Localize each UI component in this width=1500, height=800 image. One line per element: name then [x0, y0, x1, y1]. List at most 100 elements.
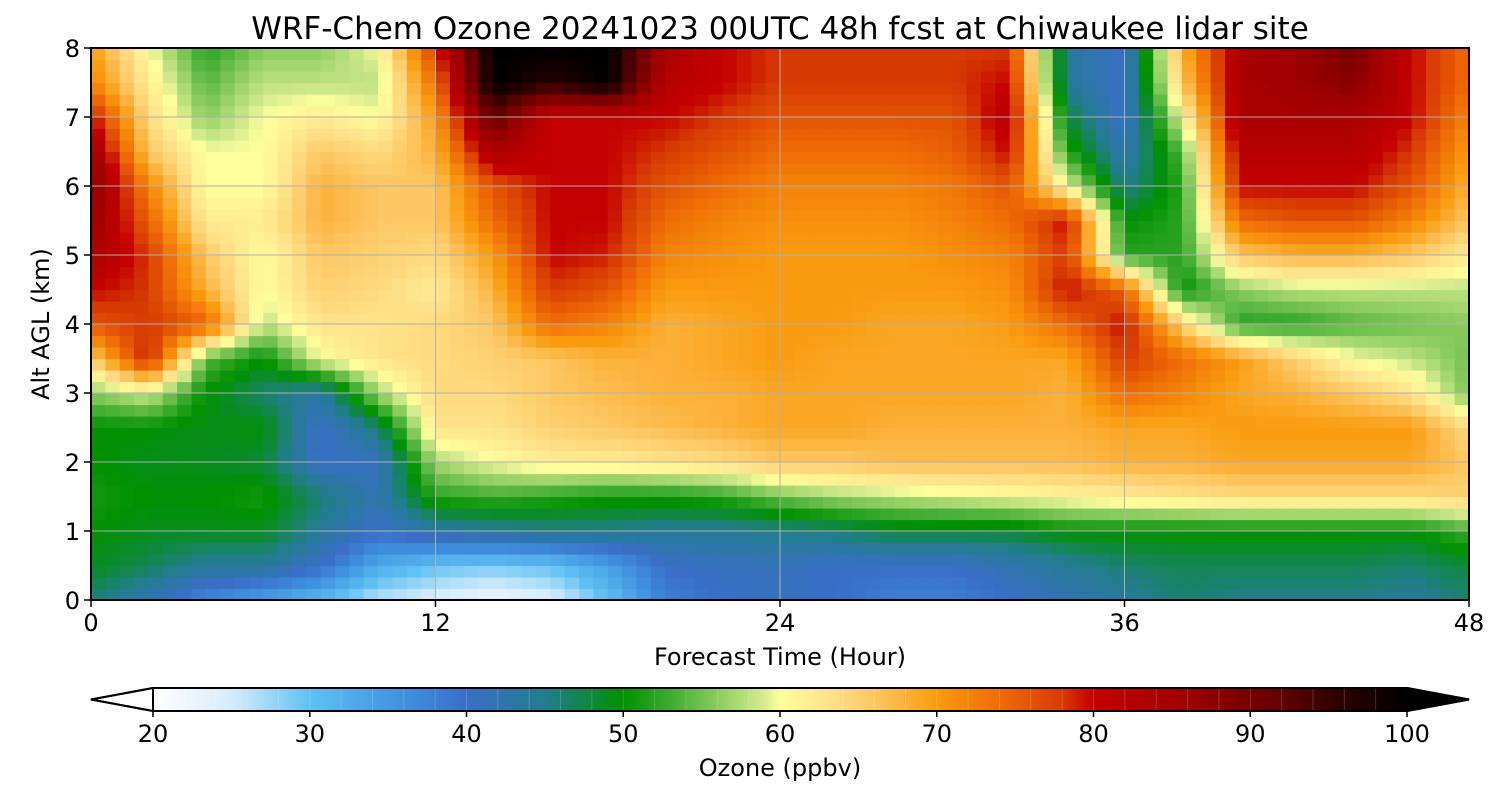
heatmap-cell	[550, 439, 566, 452]
heatmap-cell	[464, 404, 480, 417]
heatmap-cell	[880, 485, 896, 498]
heatmap-cell	[780, 289, 795, 302]
heatmap-cell	[1167, 289, 1183, 302]
heatmap-cell	[693, 71, 709, 84]
heatmap-cell	[492, 531, 508, 544]
heatmap-cell	[1196, 439, 1212, 452]
heatmap-cell	[636, 565, 652, 578]
heatmap-cell	[91, 266, 106, 279]
heatmap-cell	[1382, 289, 1398, 302]
heatmap-cell	[1411, 301, 1427, 314]
heatmap-cell	[1368, 94, 1384, 107]
heatmap-cell	[421, 289, 437, 302]
colorbar-tick-label: 90	[1235, 720, 1266, 748]
heatmap-cell	[277, 393, 293, 406]
heatmap-cell	[248, 255, 264, 268]
heatmap-cell	[234, 94, 250, 107]
heatmap-cell	[1268, 289, 1283, 302]
heatmap-cell	[736, 381, 752, 394]
heatmap-cell	[923, 82, 939, 95]
heatmap-cell	[952, 519, 968, 532]
heatmap-cell	[248, 335, 264, 348]
heatmap-cell	[794, 554, 810, 567]
heatmap-cell	[1210, 151, 1226, 164]
heatmap-cell	[1325, 163, 1341, 176]
heatmap-cell	[923, 473, 939, 486]
heatmap-cell	[909, 531, 925, 544]
heatmap-cell	[205, 508, 221, 521]
heatmap-cell	[277, 59, 293, 72]
heatmap-cell	[119, 370, 135, 383]
heatmap-cell	[291, 462, 307, 475]
heatmap-cell	[1081, 128, 1097, 141]
heatmap-cell	[708, 140, 724, 153]
heatmap-cell	[1440, 255, 1456, 268]
heatmap-cell	[1067, 508, 1083, 521]
heatmap-cell	[952, 370, 968, 383]
heatmap-cell	[349, 404, 365, 417]
heatmap-cell	[1239, 462, 1255, 475]
heatmap-cell	[277, 519, 293, 532]
heatmap-cell	[363, 393, 379, 406]
heatmap-cell	[837, 358, 853, 371]
heatmap-cell	[722, 151, 738, 164]
heatmap-cell	[1282, 324, 1298, 337]
heatmap-cell	[1181, 174, 1197, 187]
heatmap-cell	[808, 186, 824, 199]
heatmap-cell	[564, 347, 580, 360]
heatmap-cell	[1052, 347, 1068, 360]
heatmap-cell	[378, 439, 394, 452]
heatmap-cell	[1239, 128, 1255, 141]
heatmap-cell	[980, 404, 996, 417]
heatmap-cell	[464, 427, 480, 440]
heatmap-cell	[1153, 266, 1169, 279]
heatmap-cell	[349, 473, 365, 486]
heatmap-cell	[521, 542, 537, 555]
heatmap-cell	[579, 588, 594, 600]
heatmap-cell	[679, 209, 695, 222]
heatmap-cell	[105, 427, 121, 440]
heatmap-cell	[1425, 473, 1441, 486]
heatmap-cell	[1239, 577, 1255, 590]
heatmap-cell	[607, 128, 623, 141]
heatmap-cell	[306, 128, 322, 141]
heatmap-cell	[1282, 232, 1298, 245]
heatmap-cell	[952, 59, 968, 72]
heatmap-cell	[593, 301, 609, 314]
heatmap-cell	[1239, 427, 1255, 440]
heatmap-cell	[765, 427, 781, 440]
heatmap-cell	[622, 485, 638, 498]
heatmap-cell	[607, 358, 623, 371]
heatmap-cell	[1296, 542, 1312, 555]
heatmap-cell	[349, 542, 365, 555]
heatmap-cell	[521, 439, 537, 452]
heatmap-cell	[191, 48, 207, 61]
heatmap-cell	[1024, 151, 1039, 164]
heatmap-cell	[923, 243, 939, 256]
heatmap-cell	[736, 140, 752, 153]
heatmap-cell	[1009, 94, 1025, 107]
heatmap-cell	[220, 358, 236, 371]
heatmap-cell	[636, 301, 652, 314]
heatmap-cell	[765, 531, 781, 544]
heatmap-cell	[435, 301, 451, 314]
heatmap-cell	[1009, 450, 1025, 463]
heatmap-cell	[492, 289, 508, 302]
heatmap-cell	[851, 588, 867, 600]
heatmap-cell	[909, 508, 925, 521]
heatmap-cell	[693, 381, 709, 394]
heatmap-cell	[421, 393, 437, 406]
heatmap-cell	[205, 381, 221, 394]
heatmap-cell	[665, 393, 681, 406]
heatmap-cell	[148, 255, 164, 268]
heatmap-cell	[162, 163, 178, 176]
heatmap-cell	[263, 209, 279, 222]
heatmap-cell	[134, 427, 150, 440]
heatmap-cell	[119, 163, 135, 176]
heatmap-cell	[320, 381, 336, 394]
heatmap-cell	[966, 289, 982, 302]
heatmap-cell	[937, 105, 953, 118]
heatmap-cell	[449, 174, 465, 187]
heatmap-cell	[478, 588, 494, 600]
heatmap-cell	[119, 140, 135, 153]
